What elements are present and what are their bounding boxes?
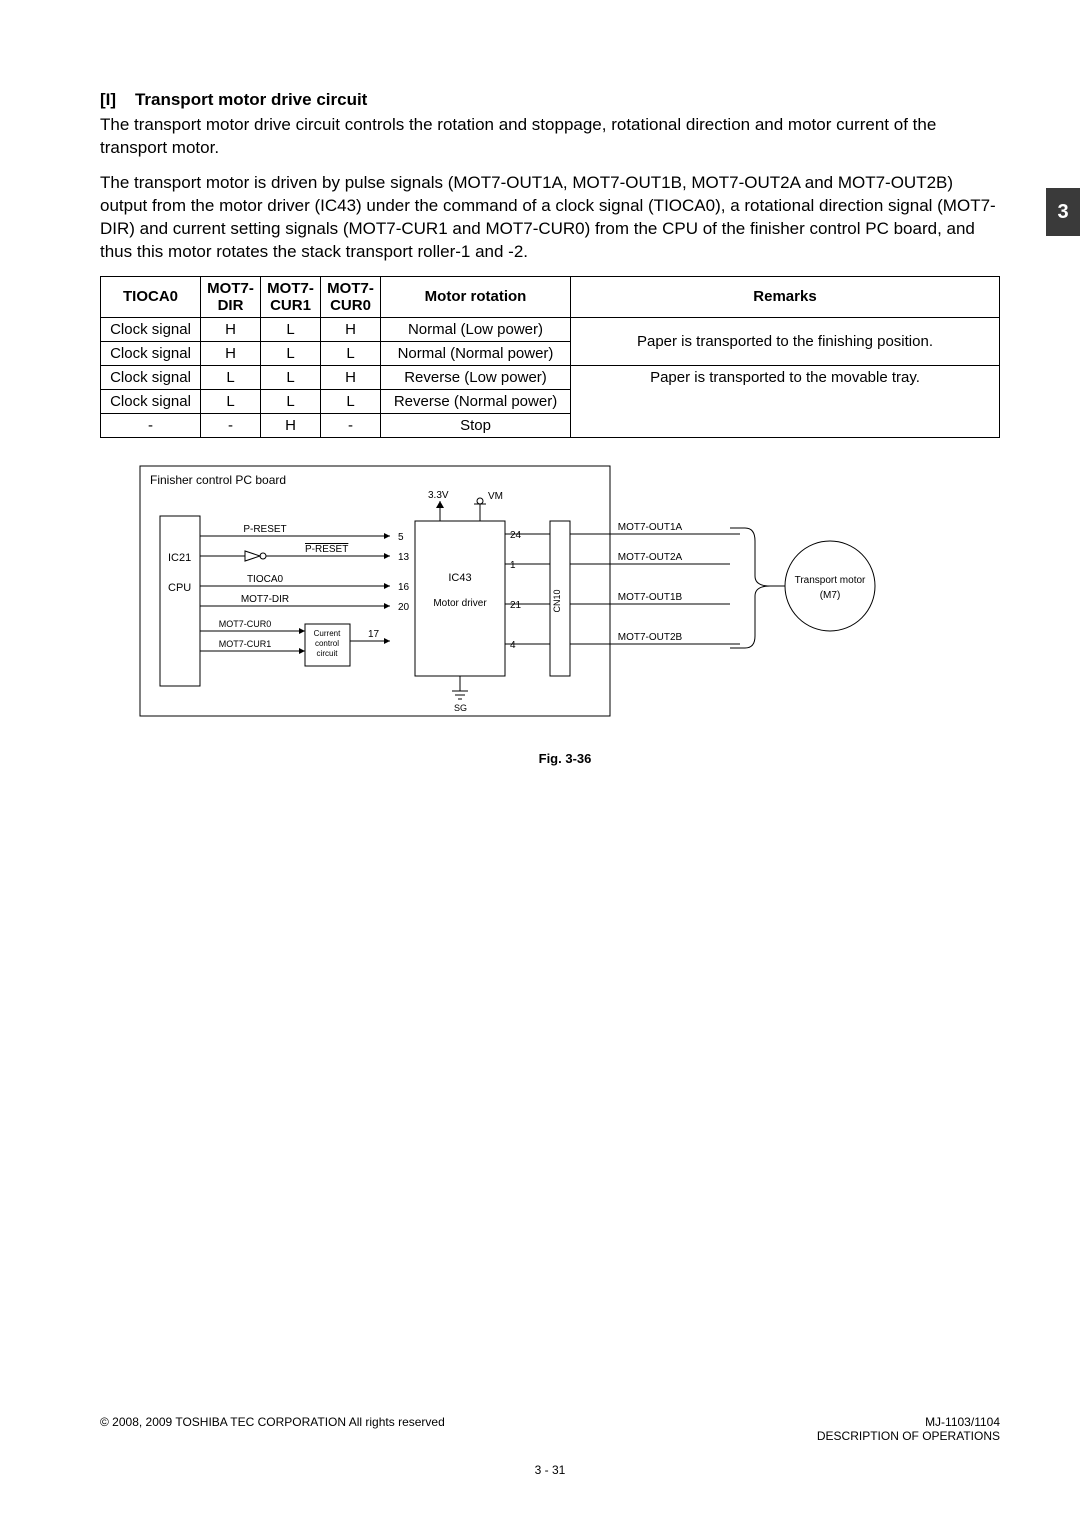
svg-text:Motor driver: Motor driver — [433, 598, 487, 609]
figure-caption: Fig. 3-36 — [130, 751, 1000, 766]
svg-text:MOT7-OUT1B: MOT7-OUT1B — [618, 592, 683, 603]
svg-text:P-RESET: P-RESET — [243, 524, 286, 535]
svg-text:17: 17 — [368, 629, 380, 640]
cell: L — [321, 389, 381, 413]
diagram-svg: Finisher control PC board IC21 CPU P-RES… — [130, 456, 910, 736]
cell: L — [261, 365, 321, 389]
cell: Stop — [381, 413, 571, 437]
svg-text:20: 20 — [398, 602, 410, 613]
th-cur1: MOT7-CUR1 — [261, 276, 321, 317]
svg-text:MOT7-CUR1: MOT7-CUR1 — [219, 639, 272, 649]
svg-text:VM: VM — [488, 491, 503, 502]
th-remarks: Remarks — [571, 276, 1000, 317]
cell: Reverse (Normal power) — [381, 389, 571, 413]
svg-text:MOT7-CUR0: MOT7-CUR0 — [219, 619, 272, 629]
cell: L — [261, 317, 321, 341]
cell: L — [201, 365, 261, 389]
intro-para-2: The transport motor is driven by pulse s… — [100, 172, 1000, 264]
svg-text:(M7): (M7) — [820, 590, 841, 601]
cell: Clock signal — [101, 365, 201, 389]
svg-text:24: 24 — [510, 530, 522, 541]
block-diagram: Finisher control PC board IC21 CPU P-RES… — [100, 456, 1000, 766]
cell: L — [321, 341, 381, 365]
section-title: Transport motor drive circuit — [135, 90, 367, 109]
cell: Normal (Low power) — [381, 317, 571, 341]
table-header-row: TIOCA0 MOT7-DIR MOT7-CUR1 MOT7-CUR0 Moto… — [101, 276, 1000, 317]
svg-text:MOT7-OUT2A: MOT7-OUT2A — [618, 552, 683, 563]
cell: H — [261, 413, 321, 437]
cell: Clock signal — [101, 389, 201, 413]
svg-text:TIOCA0: TIOCA0 — [247, 574, 284, 585]
page-container: [I] Transport motor drive circuit The tr… — [0, 0, 1080, 1527]
footer-page: 3 - 31 — [100, 1443, 1000, 1477]
svg-text:CN10: CN10 — [552, 589, 562, 612]
svg-text:MOT7-DIR: MOT7-DIR — [241, 594, 289, 605]
svg-text:16: 16 — [398, 582, 410, 593]
svg-text:21: 21 — [510, 600, 522, 611]
svg-text:4: 4 — [510, 640, 516, 651]
section-id: [I] — [100, 90, 116, 109]
cell: H — [321, 365, 381, 389]
cell: Clock signal — [101, 317, 201, 341]
svg-text:MOT7-OUT2B: MOT7-OUT2B — [618, 632, 683, 643]
svg-text:3.3V: 3.3V — [428, 490, 449, 501]
th-rotation: Motor rotation — [381, 276, 571, 317]
svg-text:P-RESET: P-RESET — [305, 544, 348, 555]
cell: H — [321, 317, 381, 341]
cell: Normal (Normal power) — [381, 341, 571, 365]
footer-copyright: © 2008, 2009 TOSHIBA TEC CORPORATION All… — [100, 1415, 445, 1429]
th-cur0: MOT7-CUR0 — [321, 276, 381, 317]
svg-text:SG: SG — [454, 703, 467, 713]
table-row: Clock signal H L H Normal (Low power) Pa… — [101, 317, 1000, 341]
cell: - — [201, 413, 261, 437]
svg-text:13: 13 — [398, 552, 410, 563]
svg-text:5: 5 — [398, 532, 404, 543]
remarks-cell: Paper is transported to the finishing po… — [571, 317, 1000, 365]
intro-para-1: The transport motor drive circuit contro… — [100, 114, 1000, 160]
svg-text:control: control — [315, 639, 339, 648]
cell: L — [201, 389, 261, 413]
th-tioca0: TIOCA0 — [101, 276, 201, 317]
svg-text:1: 1 — [510, 560, 516, 571]
footer-section: DESCRIPTION OF OPERATIONS — [817, 1429, 1000, 1443]
svg-text:IC43: IC43 — [448, 572, 471, 584]
cell: H — [201, 341, 261, 365]
remarks-cell: Paper is transported to the movable tray… — [571, 365, 1000, 437]
svg-text:MOT7-OUT1A: MOT7-OUT1A — [618, 522, 683, 533]
svg-text:Current: Current — [314, 629, 341, 638]
cpu-label: CPU — [168, 582, 191, 594]
ic21-label: IC21 — [168, 552, 191, 564]
section-heading: [I] Transport motor drive circuit — [100, 90, 1000, 110]
cell: - — [321, 413, 381, 437]
board-label: Finisher control PC board — [150, 473, 286, 487]
cell: L — [261, 341, 321, 365]
cell: - — [101, 413, 201, 437]
th-dir: MOT7-DIR — [201, 276, 261, 317]
cell: Reverse (Low power) — [381, 365, 571, 389]
table-row: Clock signal L L H Reverse (Low power) P… — [101, 365, 1000, 389]
footer-model: MJ-1103/1104 — [925, 1415, 1000, 1429]
svg-text:circuit: circuit — [317, 649, 339, 658]
page-footer: © 2008, 2009 TOSHIBA TEC CORPORATION All… — [100, 1415, 1000, 1477]
cell: H — [201, 317, 261, 341]
svg-text:Transport motor: Transport motor — [795, 575, 866, 586]
signal-table: TIOCA0 MOT7-DIR MOT7-CUR1 MOT7-CUR0 Moto… — [100, 276, 1000, 438]
cell: L — [261, 389, 321, 413]
cell: Clock signal — [101, 341, 201, 365]
